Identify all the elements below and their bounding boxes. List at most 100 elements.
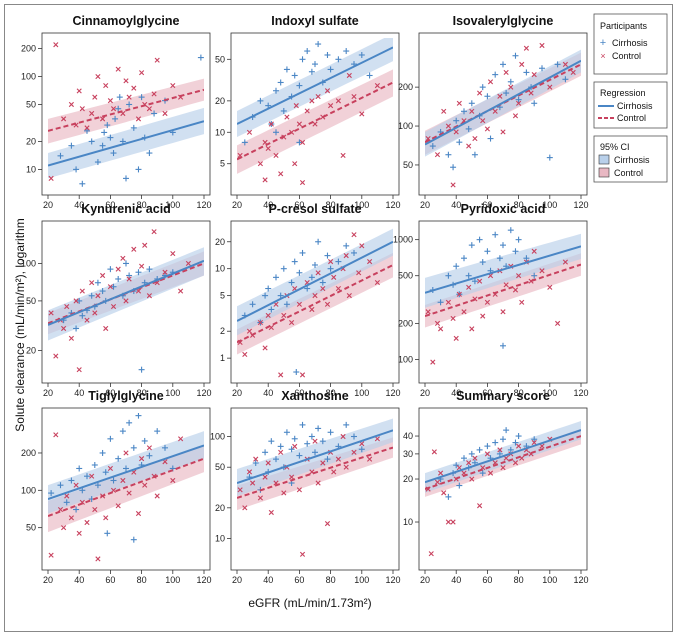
- cirrhosis-point: [531, 272, 538, 279]
- y-tick-label: 5: [220, 291, 225, 301]
- panel-cinnamoylglycine: Cinnamoylglycine 20 40 60 80 100 120 10 20 50 100 2…: [21, 14, 212, 210]
- control-point: [278, 171, 284, 177]
- control-point: [477, 90, 483, 96]
- control-point: [340, 433, 346, 440]
- control-point: [107, 284, 113, 290]
- x-tick-label: 40: [74, 575, 84, 585]
- x-tick-label: 20: [420, 388, 430, 398]
- control-point: [434, 320, 441, 326]
- control-point: [356, 270, 362, 276]
- cirrhosis-point: [296, 452, 303, 459]
- y-tick-label: 10: [403, 517, 413, 527]
- control-point: [343, 253, 349, 259]
- control-point: [268, 121, 274, 127]
- control-point: [335, 98, 341, 104]
- control-regression-line: [425, 435, 581, 491]
- control-point: [453, 335, 459, 341]
- cirrhosis-point: [500, 61, 506, 68]
- y-tick-label: 200: [398, 82, 413, 92]
- control-point: [519, 299, 525, 305]
- x-tick-label: 20: [232, 388, 242, 398]
- cirrhosis-point: [327, 265, 334, 272]
- control-point: [73, 482, 79, 488]
- legend-regression-cirrhosis: Cirrhosis: [617, 101, 653, 111]
- cirrhosis-point: [523, 255, 530, 262]
- cirrhosis-point: [283, 429, 290, 436]
- control-point: [324, 88, 331, 94]
- control-point: [257, 161, 263, 167]
- cirrhosis-point: [308, 274, 315, 281]
- control-point: [293, 103, 299, 109]
- cirrhosis-point: [358, 51, 365, 58]
- cirrhosis-point: [241, 139, 248, 146]
- control-point: [315, 270, 321, 276]
- control-point: [76, 530, 82, 536]
- cirrhosis-point: [492, 231, 499, 238]
- cirrhosis-point: [312, 449, 318, 456]
- cirrhosis-point: [507, 446, 514, 453]
- control-point: [265, 460, 271, 466]
- x-tick-label: 20: [420, 200, 430, 210]
- cirrhosis-point: [324, 456, 331, 463]
- cirrhosis-point: [500, 242, 506, 249]
- cirrhosis-point: [268, 438, 275, 445]
- cirrhosis-point: [507, 78, 514, 85]
- cirrhosis-point: [453, 263, 460, 270]
- x-tick-label: 60: [105, 575, 115, 585]
- control-point: [135, 288, 142, 294]
- cirrhosis-regression-line: [48, 444, 204, 501]
- cirrhosis-point: [123, 260, 129, 267]
- cirrhosis-point: [110, 477, 117, 484]
- x-tick-label: 20: [43, 388, 53, 398]
- cirrhosis-point: [68, 142, 75, 149]
- control-point: [434, 479, 441, 485]
- x-tick-label: 60: [294, 575, 304, 585]
- control-point: [61, 525, 67, 531]
- control-point: [135, 510, 142, 517]
- cirrhosis-point: [308, 68, 315, 75]
- panel-kynurenic-acid: Kynurenic acid 20 40 60 80 100 120 20 50 100: [21, 202, 212, 398]
- cirrhosis-marker-icon: +: [600, 37, 606, 49]
- control-point: [477, 503, 483, 509]
- control-point: [441, 108, 447, 114]
- control-point: [562, 61, 568, 67]
- control-point: [469, 108, 475, 114]
- control-point: [178, 288, 184, 294]
- cirrhosis-point: [304, 440, 311, 447]
- legend-participants-cirrhosis: Cirrhosis: [612, 38, 648, 48]
- panel-title: Xanthosine: [281, 389, 348, 403]
- cirrhosis-point: [268, 306, 275, 313]
- control-point: [539, 42, 545, 49]
- control-point: [296, 121, 302, 127]
- control-point: [284, 114, 290, 120]
- cirrhosis-point: [531, 436, 538, 443]
- control-point: [95, 556, 101, 562]
- control-point: [110, 106, 117, 112]
- cirrhosis-point: [115, 275, 122, 282]
- figure-frame: [4, 4, 673, 632]
- control-point: [456, 291, 462, 297]
- cirrhosis-point: [496, 450, 503, 457]
- control-point: [170, 477, 176, 484]
- control-point: [367, 456, 373, 462]
- control-point: [281, 490, 287, 496]
- cirrhosis-point: [503, 427, 510, 434]
- cirrhosis-point: [135, 269, 142, 276]
- control-point: [351, 232, 357, 238]
- control-point: [146, 106, 152, 112]
- x-tick-label: 40: [451, 575, 461, 585]
- cirrhosis-point: [162, 444, 168, 451]
- control-point: [292, 161, 298, 167]
- x-tick-label: 60: [482, 388, 492, 398]
- legend-ci-cirrhosis: Cirrhosis: [614, 155, 650, 165]
- control-point: [480, 313, 486, 319]
- control-point: [469, 476, 475, 482]
- control-point: [178, 436, 184, 442]
- legend-regression-title: Regression: [600, 88, 646, 98]
- cirrhosis-point: [465, 125, 472, 132]
- control-point: [131, 85, 137, 91]
- control-point: [139, 263, 145, 269]
- control-point: [265, 145, 271, 152]
- control-point: [500, 309, 506, 315]
- panel-pyridoxic-acid: Pyridoxic acid 20 40 60 80 100 120 100 200 500 100…: [393, 202, 589, 398]
